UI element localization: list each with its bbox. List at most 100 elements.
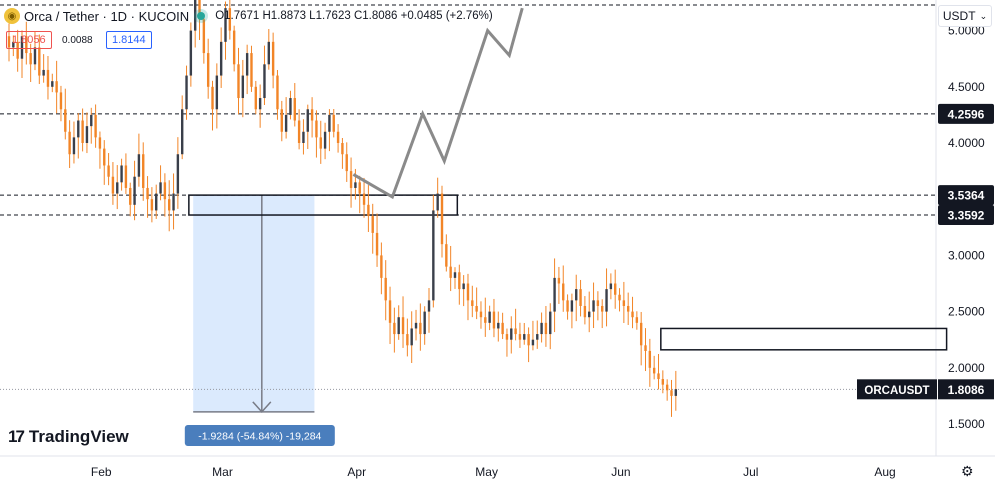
symbol-label-bg (857, 379, 937, 400)
candle-body (211, 86, 214, 110)
candle-body (250, 53, 253, 87)
candle-body (267, 41, 270, 65)
y-tick-label: 1.5000 (948, 417, 985, 431)
candle-body (492, 311, 496, 329)
candle-body (661, 379, 665, 385)
candle-body (77, 120, 80, 138)
candle-body (488, 311, 491, 323)
candle-body (51, 81, 54, 87)
level-label: 4.2596 (948, 107, 985, 121)
candle-body (505, 334, 509, 340)
buy-price[interactable]: 1.8144 (106, 31, 152, 49)
candle-body (103, 148, 106, 166)
candle-body (284, 114, 288, 132)
candle-body (380, 255, 383, 278)
candle-body (129, 187, 132, 205)
measure-label: -1.9284 (-54.84%) -19,284 (198, 431, 321, 443)
candle-body (484, 317, 487, 323)
candle-body (523, 334, 526, 340)
currency-selector[interactable]: USDT ⌄ (938, 5, 992, 27)
candle-body (163, 182, 167, 200)
candle-body (562, 283, 565, 301)
candle-body (393, 322, 396, 335)
candle-body (120, 165, 123, 183)
candle-body (124, 165, 128, 188)
candle-body (20, 36, 24, 59)
candle-body (518, 334, 522, 340)
candle-body (224, 8, 227, 42)
tradingview-logo[interactable]: 17 TradingView (8, 427, 129, 447)
candle-body (336, 131, 340, 143)
candle-body (90, 114, 93, 127)
candle-body (536, 334, 539, 340)
candle-body (570, 300, 574, 312)
resistance-zone-upper (188, 194, 459, 216)
candle-body (388, 300, 392, 323)
y-tick-label: 3.0000 (948, 248, 985, 262)
candle-body (46, 69, 50, 87)
candle-body (514, 328, 517, 335)
gear-icon[interactable]: ⚙ (961, 463, 974, 479)
candle-body (579, 289, 582, 306)
candle-body (531, 339, 535, 346)
candle-body (302, 131, 305, 143)
tradingview-icon: 17 (8, 427, 25, 446)
candle-body (449, 266, 452, 278)
symbol-title[interactable]: Orca / Tether · 1D · KUCOIN (24, 8, 190, 24)
candle-body (245, 53, 249, 76)
candle-body (293, 98, 296, 121)
candle-body (271, 41, 275, 76)
price-axis (936, 0, 995, 490)
y-tick-label: 4.0000 (948, 136, 985, 150)
level-label-bg (938, 205, 994, 226)
candle-body (458, 272, 461, 290)
candle-body (601, 305, 604, 312)
candle-body (81, 120, 84, 143)
candle-body (181, 109, 184, 155)
level-label-bg (938, 103, 994, 124)
candle-body (237, 64, 240, 99)
candle-body (462, 283, 465, 290)
candle-body (358, 182, 361, 194)
candle-body (172, 193, 175, 211)
supply-zone-lower (660, 327, 948, 351)
candle-body (189, 30, 193, 76)
candle-body (367, 204, 370, 217)
candle-body (146, 187, 149, 200)
candle-body (289, 98, 292, 115)
candle-body (7, 36, 11, 48)
candle-body (16, 41, 19, 59)
candle-body (657, 373, 660, 380)
candle-body (306, 109, 309, 132)
candle-body (323, 131, 327, 149)
candle-body (362, 193, 366, 205)
candle-body (42, 69, 45, 76)
candle-body (276, 75, 279, 110)
candle-body (263, 64, 266, 99)
level-label-bg (938, 185, 994, 206)
candle-body (202, 19, 206, 54)
candle-body (232, 30, 236, 65)
candle-body (155, 193, 158, 211)
candle-body (557, 277, 561, 284)
candle-body (466, 283, 470, 301)
candle-body (384, 277, 387, 301)
chevron-down-icon: ⌄ (979, 10, 988, 21)
x-tick-label: Feb (91, 465, 112, 479)
candle-body (592, 300, 595, 312)
candle-body (544, 322, 548, 335)
candle-body (510, 328, 513, 340)
candle-body (29, 53, 32, 65)
candle-body (445, 244, 448, 267)
candle-body (618, 294, 621, 301)
projection-path (352, 7, 524, 200)
candle-body (254, 86, 258, 110)
level-label: 3.3592 (948, 209, 985, 223)
sell-price[interactable]: 1.8056 (6, 31, 52, 49)
candle-body (33, 47, 37, 65)
market-status-icon (197, 12, 206, 20)
candle-body (12, 41, 15, 48)
candle-body (206, 53, 210, 87)
candle-body (609, 283, 613, 290)
